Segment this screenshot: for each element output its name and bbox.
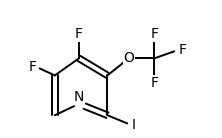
Text: F: F xyxy=(151,27,159,41)
Text: O: O xyxy=(123,51,134,65)
Text: I: I xyxy=(132,118,136,132)
Text: F: F xyxy=(179,43,187,57)
Text: F: F xyxy=(75,27,83,41)
Text: F: F xyxy=(28,60,36,74)
Text: F: F xyxy=(151,76,159,90)
Text: N: N xyxy=(74,90,84,104)
